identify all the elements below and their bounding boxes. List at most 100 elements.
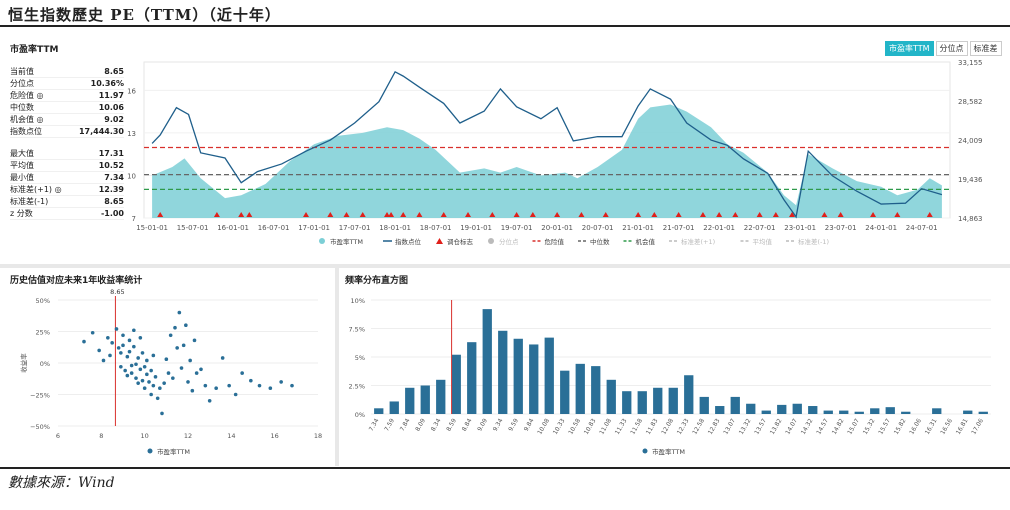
rebalance-marker bbox=[529, 212, 536, 217]
scatter-point bbox=[188, 358, 192, 363]
rebalance-marker bbox=[554, 212, 561, 217]
scatter-point bbox=[129, 363, 134, 368]
rebalance-marker bbox=[440, 212, 447, 217]
x-tick-label: 20-07-01 bbox=[582, 224, 614, 232]
stat-label: 标准差(-1) bbox=[10, 197, 49, 206]
rebalance-marker bbox=[400, 212, 407, 217]
x-tick-label: 6 bbox=[56, 432, 60, 440]
x-tick-label: 24-01-01 bbox=[865, 224, 897, 232]
stat-label: 当前值 bbox=[10, 67, 34, 76]
stat-row: 中位数 10.06 bbox=[10, 102, 124, 114]
scatter-point bbox=[257, 383, 262, 388]
x-tick-label: 9.34 bbox=[492, 417, 505, 432]
x-tick-label: 13.32 bbox=[738, 417, 753, 436]
histogram-bar bbox=[730, 396, 740, 414]
stat-row: z 分数 -1.00 bbox=[10, 208, 124, 220]
scatter-point bbox=[279, 380, 283, 384]
x-tick-label: 7.84 bbox=[399, 417, 412, 432]
scatter-title: 历史估值对应未来1年收益率统计 bbox=[10, 276, 143, 286]
x-tick-label: 13.07 bbox=[722, 417, 737, 436]
legend-symbol bbox=[147, 448, 153, 454]
scatter-point bbox=[199, 367, 203, 372]
y-right-tick-label: 33,155 bbox=[958, 59, 983, 67]
stat-value: 8.65 bbox=[104, 197, 124, 206]
x-tick-label: 19-01-01 bbox=[460, 224, 492, 232]
scatter-point bbox=[151, 353, 156, 358]
rebalance-marker bbox=[388, 212, 395, 217]
x-tick-label: 10.08 bbox=[536, 417, 551, 436]
histogram-bar bbox=[684, 375, 694, 414]
scatter-point bbox=[227, 383, 231, 388]
stat-value: 11.97 bbox=[98, 91, 124, 100]
x-tick-label: 17-01-01 bbox=[298, 224, 330, 232]
histogram-bar bbox=[591, 366, 601, 414]
scatter-point bbox=[145, 358, 149, 363]
stat-row: 标准差(+1) ◎ 12.39 bbox=[10, 184, 124, 196]
scatter-point bbox=[142, 386, 147, 390]
x-tick-label: 23-07-01 bbox=[825, 224, 857, 232]
x-tick-label: 12 bbox=[184, 432, 192, 440]
tab-pe-ttm[interactable]: 市盈率TTM bbox=[885, 41, 934, 56]
scatter-point bbox=[233, 392, 238, 397]
y-left-tick-label: 13 bbox=[127, 130, 136, 138]
x-tick-label: 18-07-01 bbox=[420, 224, 452, 232]
stat-value: 10.36% bbox=[90, 79, 124, 88]
x-tick-label: 8.84 bbox=[461, 417, 474, 432]
histogram-bar bbox=[637, 391, 647, 414]
return-scatter-chart: 50% 25% 0% −25% −50% 6 8 10 12 14 16 18 收益率 8.65 市盈率TT… bbox=[19, 288, 322, 456]
scatter-point bbox=[140, 378, 145, 383]
x-tick-label: 22-07-01 bbox=[744, 224, 776, 232]
scatter-point bbox=[101, 358, 106, 363]
frequency-histogram: 10% 7.5% 5% 2.5% 0%7.34 7.59 7.84 8.09 8.34 8.59 8… bbox=[348, 297, 991, 456]
y-right-tick-label: 28,582 bbox=[958, 98, 983, 106]
scatter-point bbox=[160, 411, 164, 416]
legend-label: 市盈率TTM bbox=[652, 447, 685, 456]
histogram-bar bbox=[932, 408, 942, 414]
x-tick-label: 15.82 bbox=[893, 417, 908, 436]
stat-row: 最小值 7.34 bbox=[10, 172, 124, 184]
histogram-bar bbox=[622, 391, 632, 414]
stat-label: 平均值 bbox=[10, 161, 34, 170]
scatter-point bbox=[119, 351, 123, 355]
legend-label: 分位点 bbox=[499, 237, 519, 246]
histogram-bar bbox=[746, 403, 756, 414]
scatter-point bbox=[116, 346, 121, 350]
rebalance-marker bbox=[602, 212, 609, 217]
scatter-point bbox=[151, 383, 156, 388]
histogram-bar bbox=[482, 309, 492, 414]
x-tick-label: 12.83 bbox=[707, 417, 722, 436]
histogram-bar bbox=[808, 406, 818, 414]
scatter-point bbox=[207, 399, 212, 403]
scatter-point bbox=[142, 364, 147, 369]
scatter-point bbox=[155, 396, 160, 401]
x-tick-label: 11.08 bbox=[598, 417, 613, 436]
stat-value: 7.34 bbox=[104, 173, 124, 182]
legend-label: 市盈率TTM bbox=[157, 447, 190, 456]
scatter-point bbox=[184, 323, 188, 327]
y-tick-label: 10% bbox=[351, 297, 365, 305]
x-tick-label: 18-01-01 bbox=[379, 224, 411, 232]
scatter-point bbox=[134, 362, 138, 367]
rebalance-marker bbox=[303, 212, 310, 217]
rebalance-marker bbox=[716, 212, 723, 217]
histogram-bar bbox=[544, 337, 554, 414]
legend-symbol bbox=[488, 238, 494, 244]
main-chart-title: 市盈率TTM bbox=[10, 45, 59, 55]
x-tick-label: 15.07 bbox=[846, 417, 861, 436]
tab-percentile[interactable]: 分位点 bbox=[935, 41, 968, 56]
scatter-point bbox=[147, 380, 151, 384]
scatter-point bbox=[149, 392, 153, 397]
scatter-point bbox=[186, 380, 190, 384]
histogram-bar bbox=[839, 410, 849, 414]
y-tick-label: −25% bbox=[30, 392, 50, 400]
scatter-point bbox=[171, 376, 175, 380]
histogram-bar bbox=[823, 410, 833, 414]
legend-label: 平均值 bbox=[753, 237, 773, 246]
scatter-point bbox=[97, 348, 101, 353]
x-tick-label: 8.34 bbox=[430, 417, 443, 432]
x-tick-label: 9.09 bbox=[476, 417, 489, 432]
scatter-point bbox=[179, 366, 184, 370]
y-left-tick-label: 16 bbox=[127, 87, 136, 95]
index-line-series bbox=[151, 70, 943, 219]
tab-stddev[interactable]: 标准差 bbox=[969, 41, 1002, 56]
